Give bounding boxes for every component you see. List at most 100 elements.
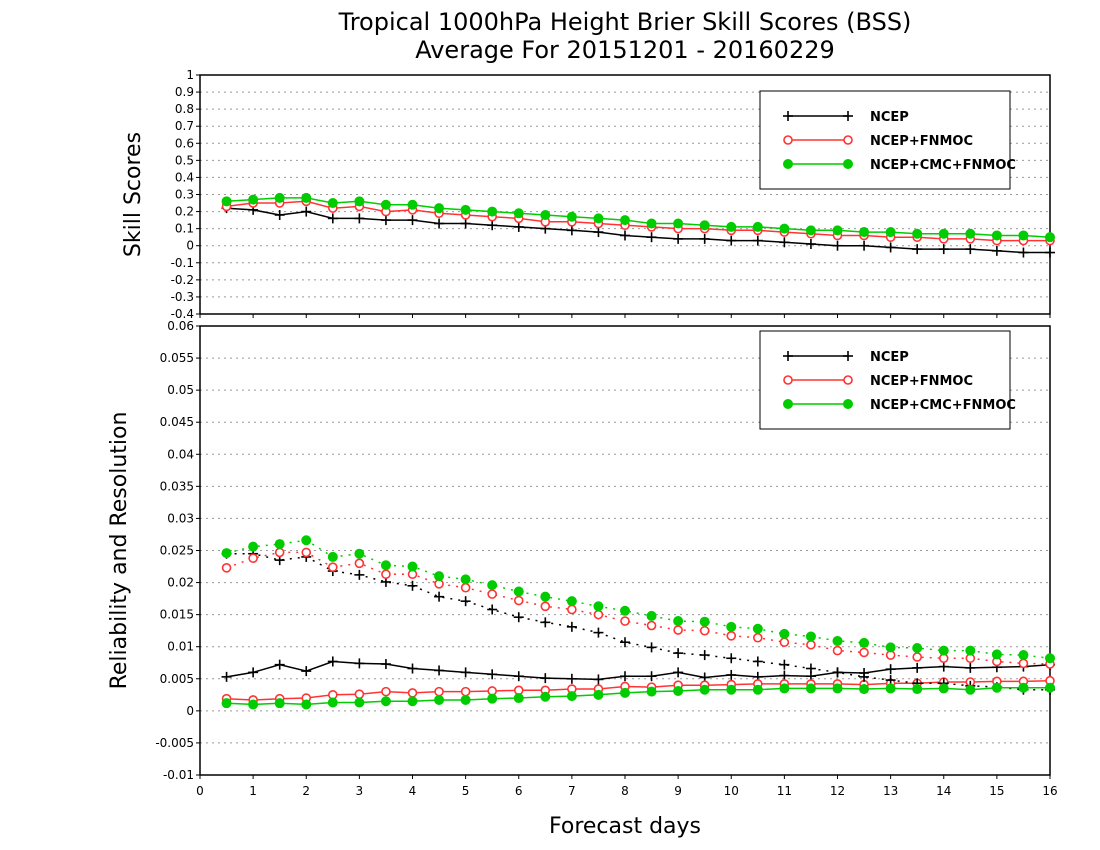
data-point (965, 228, 976, 239)
data-point (805, 239, 816, 250)
data-point (646, 610, 657, 621)
legend-entry-ncep: NCEP (783, 350, 909, 365)
data-point (938, 661, 949, 672)
legend-marker (783, 111, 793, 121)
x-tick-label: 12 (830, 784, 845, 798)
data-point (407, 696, 418, 707)
data-point (938, 244, 949, 255)
data-point (673, 233, 684, 244)
legend-entry-ncep-cmc-fnmoc: NCEP+CMC+FNMOC (783, 158, 1016, 173)
chart-title-line2: Average For 20151201 - 20160229 (415, 36, 835, 64)
y-tick-label: 0.025 (160, 544, 194, 558)
data-point (274, 539, 285, 550)
legend-entry-ncep: NCEP (783, 110, 909, 125)
data-point (620, 605, 630, 616)
data-point (354, 558, 365, 569)
data-point (593, 601, 604, 612)
data-point (407, 688, 418, 698)
legend-entry-ncep-fnmoc: NCEP+FNMOC (783, 374, 973, 389)
y-tick-label: 0 (186, 239, 194, 253)
data-point (381, 686, 391, 697)
y-tick-label: -0.01 (163, 768, 194, 782)
data-point (752, 235, 763, 246)
data-point (726, 653, 737, 664)
series-line (226, 539, 1051, 660)
data-point (407, 561, 418, 572)
data-point (1045, 682, 1055, 693)
x-tick-label: 5 (462, 784, 470, 798)
legend-label: NCEP+CMC+FNMOC (870, 398, 1016, 413)
data-point (620, 671, 630, 682)
plot-frame (199, 74, 1051, 315)
data-point (885, 227, 896, 238)
data-point (805, 225, 816, 236)
data-point (248, 194, 259, 205)
data-point (513, 221, 524, 232)
data-point (699, 233, 710, 244)
y-tick-label: 0.02 (167, 576, 194, 590)
data-point (566, 673, 577, 684)
data-point (221, 698, 232, 709)
x-tick-label: 11 (777, 784, 792, 798)
data-point (540, 691, 551, 702)
data-point (540, 617, 551, 628)
legend-marker (783, 375, 793, 385)
data-point (593, 674, 604, 685)
y-tick-label: 0.06 (167, 319, 194, 333)
data-point (301, 699, 312, 710)
data-point (487, 693, 498, 704)
x-tick-label: 10 (724, 784, 739, 798)
data-point (859, 637, 870, 648)
data-point (566, 596, 577, 607)
data-point (327, 198, 338, 209)
data-point (460, 667, 471, 678)
data-point (1018, 682, 1029, 693)
data-point (779, 637, 790, 648)
data-point (726, 221, 737, 232)
data-point (726, 631, 737, 641)
data-point (859, 684, 870, 695)
data-point (460, 694, 471, 705)
data-point (779, 670, 790, 681)
data-point (274, 659, 285, 670)
data-point (301, 666, 312, 677)
data-point (327, 697, 338, 708)
x-tick-label: 13 (883, 784, 898, 798)
y-tick-label: 0.4 (175, 170, 194, 184)
data-point (646, 232, 657, 243)
series-line (226, 679, 1051, 701)
y-tick-label: 0 (186, 704, 194, 718)
data-point (673, 667, 684, 678)
data-point (566, 225, 577, 236)
y-tick-label: 0.2 (175, 205, 194, 219)
series-line (226, 551, 1051, 665)
data-point (646, 620, 657, 631)
data-point (620, 230, 630, 241)
series-ncep-solid (221, 656, 1055, 685)
data-point (752, 623, 763, 634)
data-point (274, 192, 285, 203)
data-point (912, 642, 923, 653)
data-point (354, 213, 365, 224)
data-point (380, 659, 391, 670)
data-point (752, 221, 763, 232)
y-tick-label: 0.8 (175, 102, 194, 116)
data-point (938, 228, 949, 239)
data-point (513, 693, 524, 704)
data-point (938, 645, 949, 656)
data-point (673, 616, 684, 627)
legend: NCEP NCEP+FNMOC NCEP+CMC+FNMOC (759, 330, 1016, 430)
data-point (859, 647, 869, 658)
series-ncep-cmc-fnmoc-solid (221, 682, 1055, 710)
data-point (354, 689, 365, 699)
data-point (566, 621, 577, 632)
data-point (832, 240, 843, 251)
data-point (354, 196, 365, 207)
data-point (912, 652, 922, 662)
legend-marker (843, 135, 853, 145)
data-point (354, 697, 365, 708)
data-point (567, 604, 577, 615)
legend-marker (783, 351, 793, 361)
data-point (301, 192, 312, 203)
